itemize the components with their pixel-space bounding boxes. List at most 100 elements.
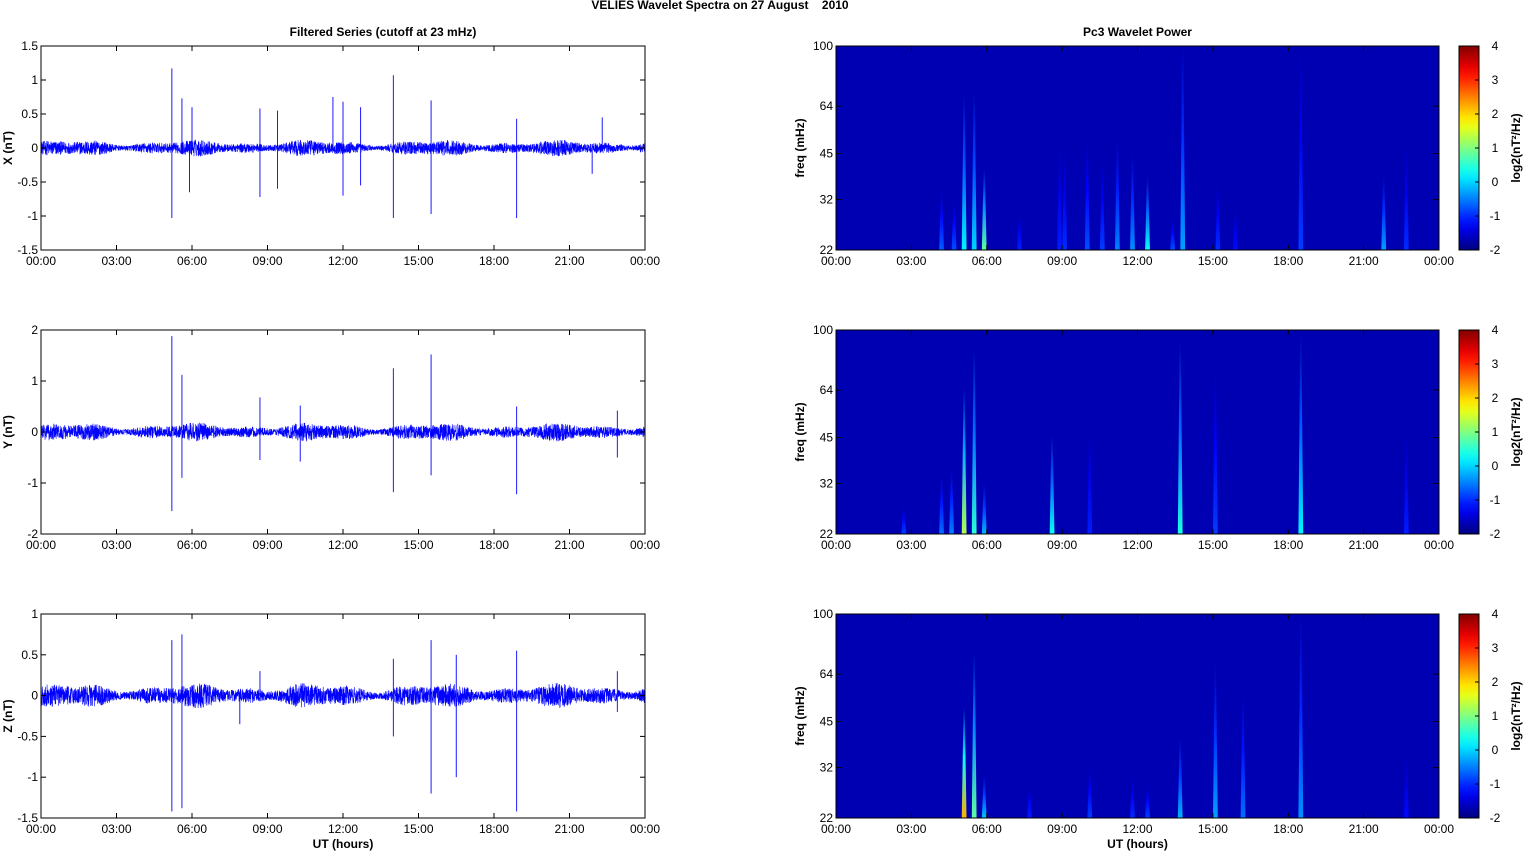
x-tick-label: 00:00 (26, 254, 56, 268)
power-streak (1381, 176, 1387, 250)
x-tick-label: 00:00 (821, 254, 851, 268)
colorbar-tick-label: 0 (1492, 743, 1499, 757)
x-tick-label: 06:00 (177, 254, 207, 268)
colorbar-tick-label: 0 (1492, 175, 1499, 189)
power-streak (1017, 212, 1022, 250)
power-streak (971, 90, 977, 250)
x-tick-label: 12:00 (328, 254, 358, 268)
power-streak (901, 506, 907, 534)
y-tick-label: 22 (820, 811, 834, 825)
colorbar-tick-label: -1 (1490, 209, 1501, 223)
power-streak (971, 652, 977, 818)
power-streak (1084, 139, 1090, 250)
power-streak (1145, 785, 1150, 818)
plot-area (41, 614, 645, 818)
power-streak (981, 169, 987, 250)
power-streak (1233, 208, 1238, 250)
x-tick-label: 09:00 (252, 538, 282, 552)
colorbar-tick-label: -1 (1490, 493, 1501, 507)
colorbar: -2 -1 0 1 2 3 4 log2(nT²/Hz) (1458, 607, 1523, 825)
x-tick-label: 18:00 (1273, 822, 1303, 836)
y-tick-label: 1.5 (21, 39, 38, 53)
power-streak (1099, 162, 1105, 250)
x-tick-label: 09:00 (1047, 254, 1077, 268)
power-streak (939, 475, 944, 534)
power-streak (1298, 46, 1304, 250)
x-tick-label: 15:00 (403, 254, 433, 268)
x-axis-label: UT (hours) (313, 837, 374, 851)
x-tick-label: 03:00 (896, 254, 926, 268)
x-tick-label: 09:00 (1047, 822, 1077, 836)
colorbar: -2 -1 0 1 2 3 4 log2(nT²/Hz) (1458, 323, 1523, 541)
power-streak (1087, 767, 1093, 818)
power-streak (1403, 431, 1409, 534)
power-streak (961, 94, 967, 250)
colorbar-tick-label: 3 (1492, 357, 1499, 371)
y-tick-label: -1 (27, 476, 38, 490)
colorbar-label: log2(nT²/Hz) (1509, 681, 1523, 750)
colorbar-tick-label: 3 (1492, 73, 1499, 87)
y-tick-label: -1 (27, 209, 38, 223)
x-tick-label: 09:00 (1047, 538, 1077, 552)
colorbar-tick-label: 0 (1492, 459, 1499, 473)
x-tick-label: 21:00 (554, 822, 584, 836)
x-tick-label: 00:00 (1424, 822, 1454, 836)
colorbar-tick-label: -1 (1490, 777, 1501, 791)
y-tick-label: -1.5 (17, 243, 38, 257)
x-tick-label: 00:00 (630, 822, 660, 836)
x-tick-label: 06:00 (972, 538, 1002, 552)
colorbar-label: log2(nT²/Hz) (1509, 113, 1523, 182)
x-tick-label: 12:00 (328, 822, 358, 836)
x-tick-label: 00:00 (821, 822, 851, 836)
figure-title: VELIES Wavelet Spectra on 27 August 2010 (591, 0, 849, 12)
power-streak (1212, 662, 1218, 818)
y-axis-label: freq (mHz) (793, 118, 807, 177)
colorbar-tick-label: 4 (1492, 607, 1499, 621)
colorbar-tick-label: 1 (1492, 425, 1499, 439)
power-streak (1049, 434, 1055, 534)
power-streak (1115, 139, 1120, 250)
x-tick-label: 03:00 (896, 538, 926, 552)
y-tick-label: 32 (820, 193, 834, 207)
x-tick-label: 09:00 (252, 254, 282, 268)
y-tick-label: -0.5 (17, 729, 38, 743)
colorbar-tick-label: -2 (1490, 527, 1501, 541)
y-tick-label: 45 (820, 431, 834, 445)
x-tick-label: 09:00 (252, 822, 282, 836)
colorbar-tick-label: 4 (1492, 323, 1499, 337)
power-streak (1403, 755, 1409, 818)
x-tick-label: 15:00 (1198, 254, 1228, 268)
y-tick-label: 0.5 (21, 107, 38, 121)
y-axis-label: X (nT) (1, 131, 15, 165)
y-tick-label: 64 (820, 383, 834, 397)
y-tick-label: -1.5 (17, 811, 38, 825)
y-tick-label: -1 (27, 770, 38, 784)
y-tick-label: 45 (820, 147, 834, 161)
x-tick-label: 18:00 (1273, 538, 1303, 552)
series-line (40, 682, 646, 709)
colorbar-tick-label: 1 (1492, 709, 1499, 723)
x-tick-label: 18:00 (479, 538, 509, 552)
y-tick-label: 100 (813, 607, 833, 621)
y-tick-label: 100 (813, 39, 833, 53)
y-tick-label: 22 (820, 527, 834, 541)
power-streak (1215, 183, 1221, 250)
line-panel-y: -2 -1 0 1 2 00:00 03:00 06:00 09:00 12:00 15:00 18:… (1, 323, 660, 552)
heatmap-background (836, 46, 1439, 250)
y-tick-label: 100 (813, 323, 833, 337)
x-axis-label: UT (hours) (1107, 837, 1168, 851)
y-tick-label: 32 (820, 477, 834, 491)
y-tick-label: 64 (820, 99, 834, 113)
x-tick-label: 06:00 (177, 822, 207, 836)
y-tick-label: 0 (31, 141, 38, 155)
x-tick-label: 21:00 (554, 538, 584, 552)
panel-title: Filtered Series (cutoff at 23 mHz) (290, 25, 477, 39)
power-streak (1177, 341, 1183, 534)
colorbar-tick-label: 3 (1492, 641, 1499, 655)
power-streak (1130, 153, 1135, 250)
y-tick-label: 1 (31, 374, 38, 388)
